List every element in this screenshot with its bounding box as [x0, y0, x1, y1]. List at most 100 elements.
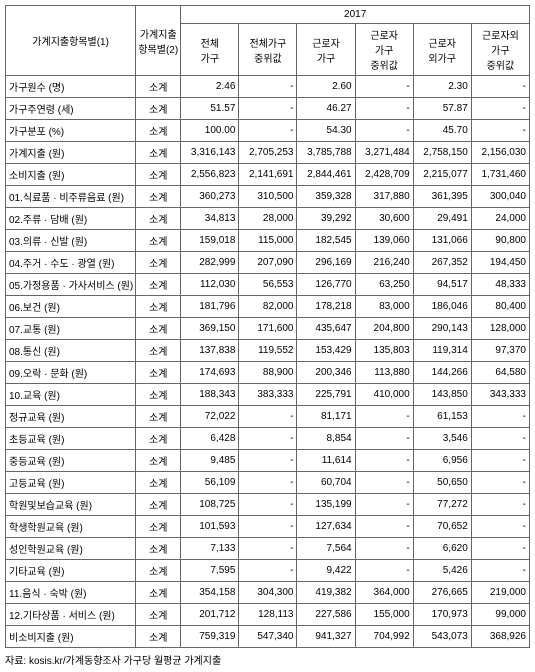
- row-subtotal: 소계: [136, 450, 181, 472]
- row-label: 학원및보습교육 (원): [6, 494, 136, 516]
- cell-value: 39,292: [297, 208, 355, 230]
- cell-value: 182,545: [297, 230, 355, 252]
- row-subtotal: 소계: [136, 362, 181, 384]
- footnote: 자료: kosis.kr/가계동향조사 가구당 월평균 가계지출: [5, 652, 530, 667]
- row-subtotal: 소계: [136, 98, 181, 120]
- cell-value: -: [239, 516, 297, 538]
- cell-value: 119,314: [413, 340, 471, 362]
- cell-value: 94,517: [413, 274, 471, 296]
- cell-value: 435,647: [297, 318, 355, 340]
- cell-value: -: [471, 98, 529, 120]
- row-subtotal: 소계: [136, 428, 181, 450]
- row-label: 가계지출 (원): [6, 142, 136, 164]
- cell-value: -: [239, 494, 297, 516]
- cell-value: 139,060: [355, 230, 413, 252]
- cell-value: 941,327: [297, 626, 355, 648]
- table-row: 학원및보습교육 (원)소계108,725-135,199-77,272-: [6, 494, 530, 516]
- cell-value: 34,813: [181, 208, 239, 230]
- cell-value: 2,758,150: [413, 142, 471, 164]
- cell-value: 80,400: [471, 296, 529, 318]
- cell-value: 6,428: [181, 428, 239, 450]
- table-row: 02.주류 · 담배 (원)소계34,81328,00039,29230,600…: [6, 208, 530, 230]
- row-label: 가구주연령 (세): [6, 98, 136, 120]
- cell-value: 181,796: [181, 296, 239, 318]
- col-header-category2: 가계지출 항목별(2): [136, 6, 181, 76]
- table-row: 정규교육 (원)소계72,022-81,171-61,153-: [6, 406, 530, 428]
- cell-value: 28,000: [239, 208, 297, 230]
- row-label: 04.주거 · 수도 · 광열 (원): [6, 252, 136, 274]
- table-row: 초등교육 (원)소계6,428-8,854-3,546-: [6, 428, 530, 450]
- cell-value: 48,333: [471, 274, 529, 296]
- cell-value: 419,382: [297, 582, 355, 604]
- cell-value: 704,992: [355, 626, 413, 648]
- cell-value: 159,018: [181, 230, 239, 252]
- row-subtotal: 소계: [136, 538, 181, 560]
- table-row: 가구주연령 (세)소계51.57-46.27-57.87-: [6, 98, 530, 120]
- table-row: 12.기타상품 · 서비스 (원)소계201,712128,113227,586…: [6, 604, 530, 626]
- cell-value: 60,704: [297, 472, 355, 494]
- cell-value: 56,109: [181, 472, 239, 494]
- cell-value: 100.00: [181, 120, 239, 142]
- row-label: 09.오락 · 문화 (원): [6, 362, 136, 384]
- row-subtotal: 소계: [136, 208, 181, 230]
- cell-value: 300,040: [471, 186, 529, 208]
- cell-value: 194,450: [471, 252, 529, 274]
- cell-value: -: [355, 516, 413, 538]
- cell-value: -: [239, 450, 297, 472]
- table-row: 08.통신 (원)소계137,838119,552153,429135,8031…: [6, 340, 530, 362]
- row-label: 초등교육 (원): [6, 428, 136, 450]
- cell-value: -: [355, 406, 413, 428]
- cell-value: 113,880: [355, 362, 413, 384]
- cell-value: 63,250: [355, 274, 413, 296]
- row-label: 06.보건 (원): [6, 296, 136, 318]
- row-label: 기타교육 (원): [6, 560, 136, 582]
- cell-value: 7,564: [297, 538, 355, 560]
- row-subtotal: 소계: [136, 76, 181, 98]
- cell-value: 83,000: [355, 296, 413, 318]
- cell-value: 72,022: [181, 406, 239, 428]
- cell-value: 201,712: [181, 604, 239, 626]
- cell-value: 359,328: [297, 186, 355, 208]
- cell-value: 112,030: [181, 274, 239, 296]
- cell-value: 3,271,484: [355, 142, 413, 164]
- cell-value: 171,600: [239, 318, 297, 340]
- row-subtotal: 소계: [136, 252, 181, 274]
- table-row: 06.보건 (원)소계181,79682,000178,21883,000186…: [6, 296, 530, 318]
- row-label: 학생학원교육 (원): [6, 516, 136, 538]
- cell-value: 144,266: [413, 362, 471, 384]
- cell-value: -: [355, 98, 413, 120]
- cell-value: 137,838: [181, 340, 239, 362]
- table-row: 10.교육 (원)소계188,343383,333225,791410,0001…: [6, 384, 530, 406]
- row-subtotal: 소계: [136, 142, 181, 164]
- cell-value: 2,215,077: [413, 164, 471, 186]
- cell-value: 296,169: [297, 252, 355, 274]
- cell-value: 354,158: [181, 582, 239, 604]
- cell-value: 2,428,709: [355, 164, 413, 186]
- cell-value: 1,731,460: [471, 164, 529, 186]
- col-header-category1: 가계지출항목별(1): [6, 6, 136, 76]
- cell-value: -: [471, 76, 529, 98]
- row-subtotal: 소계: [136, 516, 181, 538]
- cell-value: -: [471, 428, 529, 450]
- cell-value: 82,000: [239, 296, 297, 318]
- table-row: 성인학원교육 (원)소계7,133-7,564-6,620-: [6, 538, 530, 560]
- cell-value: 267,352: [413, 252, 471, 274]
- row-subtotal: 소계: [136, 186, 181, 208]
- cell-value: 54.30: [297, 120, 355, 142]
- cell-value: 7,133: [181, 538, 239, 560]
- cell-value: -: [471, 406, 529, 428]
- cell-value: 304,300: [239, 582, 297, 604]
- table-row: 04.주거 · 수도 · 광열 (원)소계282,999207,090296,1…: [6, 252, 530, 274]
- row-subtotal: 소계: [136, 230, 181, 252]
- cell-value: 282,999: [181, 252, 239, 274]
- cell-value: -: [239, 538, 297, 560]
- cell-value: 364,000: [355, 582, 413, 604]
- table-row: 가구분포 (%)소계100.00-54.30-45.70-: [6, 120, 530, 142]
- cell-value: 51.57: [181, 98, 239, 120]
- cell-value: 219,000: [471, 582, 529, 604]
- row-label: 12.기타상품 · 서비스 (원): [6, 604, 136, 626]
- cell-value: 50,650: [413, 472, 471, 494]
- expenditure-table: 가계지출항목별(1) 가계지출 항목별(2) 2017 전체 가구전체가구 중위…: [5, 5, 530, 648]
- cell-value: 178,218: [297, 296, 355, 318]
- row-label: 소비지출 (원): [6, 164, 136, 186]
